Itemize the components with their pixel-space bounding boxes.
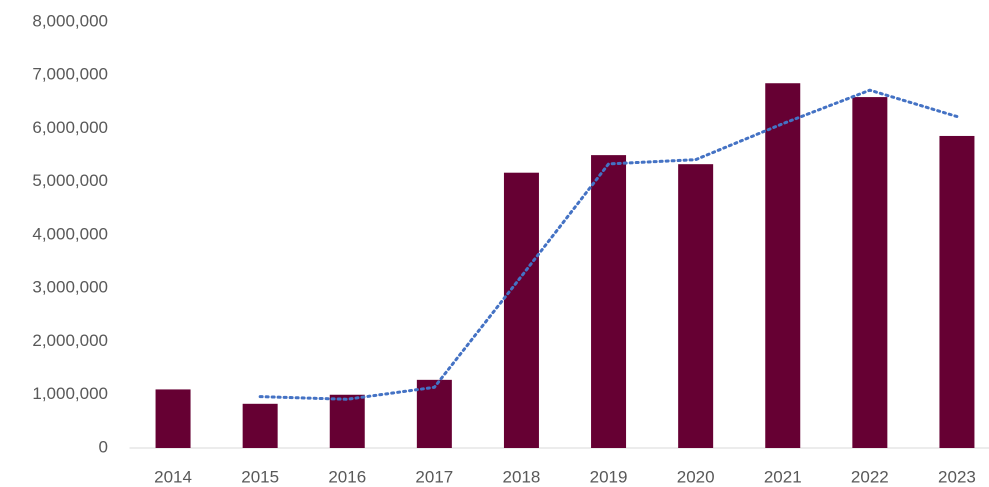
bar: [939, 135, 975, 448]
x-tick-label: 2015: [241, 467, 279, 486]
y-tick-label: 2,000,000: [32, 331, 108, 350]
bar: [591, 155, 627, 448]
bar: [416, 379, 452, 448]
y-tick-label: 6,000,000: [32, 118, 108, 137]
x-tick-label: 2021: [764, 467, 802, 486]
x-tick-label: 2016: [328, 467, 366, 486]
bar: [678, 164, 714, 449]
y-tick-label: 7,000,000: [32, 65, 108, 84]
bar: [852, 97, 888, 449]
y-tick-label: 5,000,000: [32, 171, 108, 190]
y-tick-label: 4,000,000: [32, 224, 108, 243]
x-tick-label: 2018: [503, 467, 541, 486]
bar: [765, 83, 801, 449]
y-tick-label: 3,000,000: [32, 278, 108, 297]
x-tick-label: 2023: [938, 467, 976, 486]
bar: [329, 394, 365, 448]
x-tick-label: 2017: [415, 467, 453, 486]
x-tick-label: 2014: [154, 467, 192, 486]
y-tick-label: 1,000,000: [32, 384, 108, 403]
x-tick-label: 2020: [677, 467, 715, 486]
trend-line: [258, 88, 959, 401]
bar: [242, 403, 278, 448]
x-tick-label: 2022: [851, 467, 889, 486]
bar: [155, 389, 191, 448]
bar: [503, 172, 539, 448]
x-tick-label: 2019: [590, 467, 628, 486]
y-tick-label: 8,000,000: [32, 11, 108, 30]
y-tick-label: 0: [99, 437, 108, 456]
